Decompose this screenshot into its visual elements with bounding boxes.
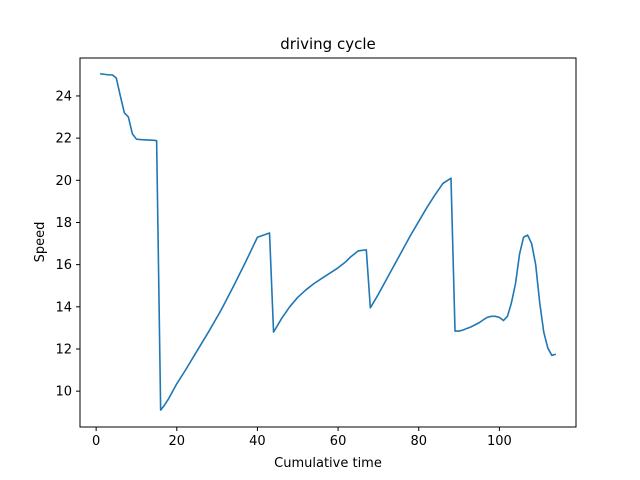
y-tick-label: 14 <box>55 300 72 315</box>
y-tick-label: 10 <box>55 385 72 400</box>
x-tick-label: 60 <box>330 434 347 449</box>
x-axis-ticks: 0 20 40 60 80 100 <box>92 427 512 449</box>
x-axis-label: Cumulative time <box>274 456 382 471</box>
y-tick-label: 18 <box>55 216 72 231</box>
x-tick-label: 80 <box>410 434 427 449</box>
y-tick-label: 12 <box>55 342 72 357</box>
chart-title: driving cycle <box>280 35 375 53</box>
y-axis-label: Speed <box>33 222 48 263</box>
x-tick-label: 40 <box>249 434 266 449</box>
y-tick-label: 20 <box>55 174 72 189</box>
plot-area <box>100 73 557 411</box>
series-line-0 <box>100 73 557 411</box>
axes-frame <box>79 57 577 428</box>
y-tick-label: 22 <box>55 132 72 147</box>
x-tick-label: 100 <box>487 434 512 449</box>
y-tick-label: 24 <box>55 89 72 104</box>
x-tick-label: 0 <box>92 434 100 449</box>
x-tick-label: 20 <box>169 434 186 449</box>
y-axis-ticks: 10 12 14 16 18 20 22 24 <box>55 89 80 400</box>
y-tick-label: 16 <box>55 258 72 273</box>
